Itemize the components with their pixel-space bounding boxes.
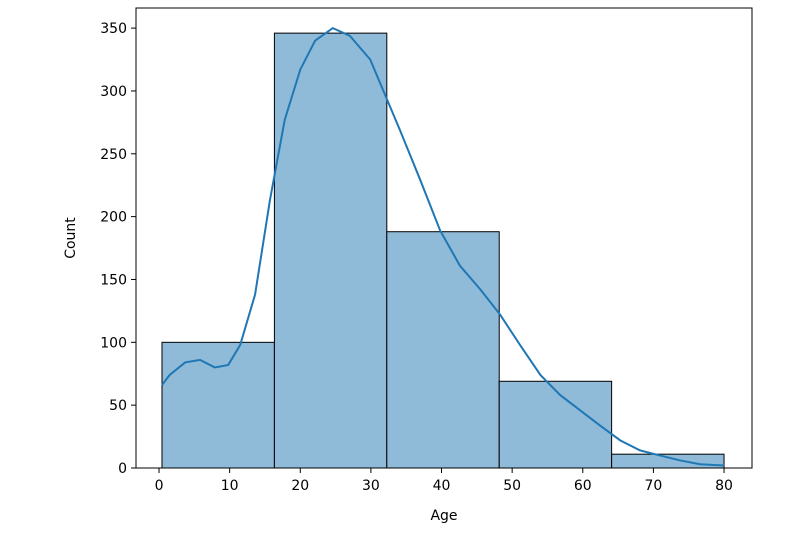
x-tick-label: 0 [155, 478, 164, 494]
bar [386, 231, 500, 469]
x-tick-label: 70 [644, 478, 662, 494]
y-tick-label: 150 [100, 272, 127, 288]
kde-line [161, 26, 725, 467]
x-tick-label: 50 [503, 478, 521, 494]
y-tick-label: 300 [100, 84, 127, 100]
y-axis-label: Count [63, 217, 79, 259]
y-tick-label: 50 [109, 398, 127, 414]
x-tick-label: 30 [362, 478, 380, 494]
bar [161, 341, 275, 469]
x-tick-label: 20 [291, 478, 309, 494]
y-tick-label: 250 [100, 147, 127, 163]
x-tick-label: 10 [221, 478, 239, 494]
y-tick-label: 100 [100, 335, 127, 351]
bar [611, 453, 725, 469]
y-tick-label: 200 [100, 210, 127, 226]
plot-frame [135, 7, 753, 469]
x-tick-label: 80 [715, 478, 733, 494]
bar [498, 380, 613, 469]
x-tick-label: 40 [433, 478, 451, 494]
x-tick-label: 60 [574, 478, 592, 494]
y-tick-label: 350 [100, 21, 127, 37]
x-axis-label: Age [430, 508, 457, 524]
bar [273, 32, 388, 469]
y-tick-label: 0 [118, 461, 127, 477]
